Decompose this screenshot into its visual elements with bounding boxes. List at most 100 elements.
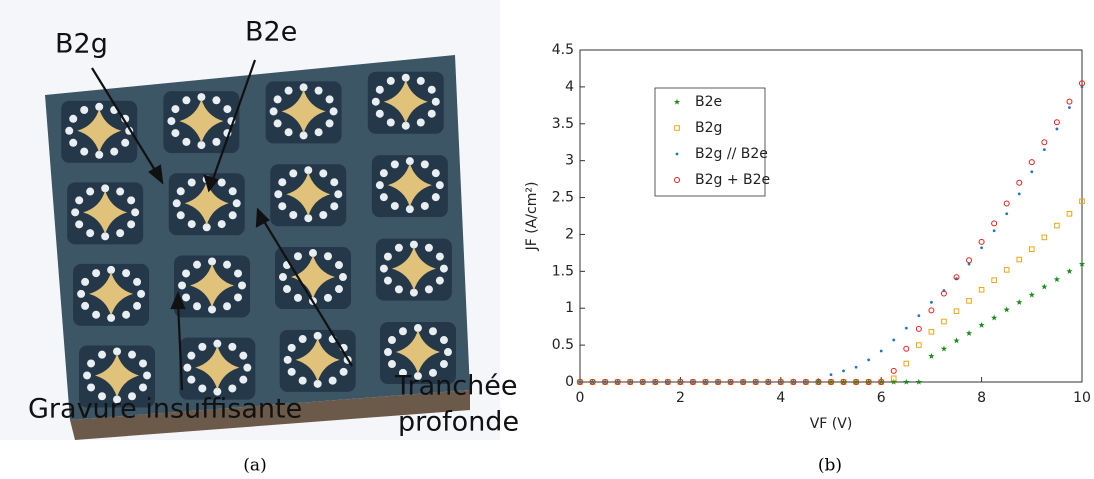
- point: [953, 308, 960, 314]
- point: [903, 345, 910, 352]
- point: [664, 379, 671, 385]
- pad-dot: [319, 169, 328, 178]
- pad-dot: [107, 313, 116, 322]
- x-axis-label: VF (V): [810, 416, 853, 432]
- label-etch: Gravure insuffisante: [28, 394, 302, 425]
- pad-dot: [75, 220, 84, 229]
- point: [890, 378, 897, 385]
- pad-dot: [202, 223, 211, 232]
- point: [980, 246, 983, 250]
- pad-dot: [313, 331, 322, 340]
- pad-dot: [101, 184, 110, 193]
- pad-dot: [98, 392, 107, 401]
- point: [815, 379, 822, 385]
- point: [577, 379, 583, 385]
- x-tick-label: 10: [1073, 390, 1091, 406]
- pad-dot: [239, 375, 248, 384]
- point: [953, 274, 960, 281]
- pad-dot: [431, 97, 440, 106]
- legend-box: [654, 87, 766, 197]
- pad-dot: [71, 208, 80, 217]
- pad-dot: [439, 264, 448, 273]
- pad-dot: [431, 193, 440, 202]
- point: [715, 379, 722, 385]
- pad-dot: [171, 105, 180, 114]
- point: [727, 379, 734, 385]
- pad-dot: [443, 348, 452, 357]
- pad-contact: [383, 79, 428, 124]
- point: [941, 318, 947, 325]
- pad-dot: [198, 342, 207, 351]
- pad-dot: [435, 181, 444, 190]
- point: [865, 378, 872, 385]
- pad-dot: [427, 85, 436, 94]
- pad-dot: [278, 273, 287, 282]
- pad-dot: [133, 301, 142, 310]
- pad-dot: [167, 117, 176, 126]
- pad-dot: [289, 169, 298, 178]
- point: [967, 262, 971, 266]
- point: [777, 379, 784, 385]
- point: [842, 369, 845, 373]
- pad-dot: [101, 232, 110, 241]
- y-tick-label: 3: [565, 153, 574, 169]
- pad-dot: [420, 201, 429, 210]
- pad-dot: [80, 105, 89, 114]
- point: [1055, 127, 1059, 131]
- point: [1005, 212, 1009, 216]
- pad-dot: [121, 138, 130, 147]
- pad-contact: [83, 190, 128, 235]
- point: [815, 378, 822, 385]
- pad-dot: [228, 187, 237, 196]
- point: [1028, 159, 1035, 166]
- point: [603, 380, 607, 384]
- pad-dot: [110, 147, 119, 156]
- point: [840, 379, 847, 385]
- pad-dot: [127, 196, 136, 205]
- pad-dot: [139, 383, 148, 392]
- point: [966, 298, 972, 304]
- pad-dot: [198, 384, 207, 393]
- pad-dot: [323, 252, 332, 261]
- point: [978, 286, 985, 293]
- pad-dot: [127, 220, 136, 229]
- pad-dot: [435, 276, 444, 285]
- pad-dot: [269, 107, 278, 116]
- pad-dot: [193, 302, 202, 311]
- point: [991, 314, 998, 321]
- point: [928, 352, 935, 359]
- pad-dot: [416, 76, 425, 85]
- pad-dot: [313, 379, 322, 388]
- point: [852, 378, 860, 385]
- pad-dot: [293, 293, 302, 302]
- pad-dot: [409, 288, 418, 297]
- point: [616, 380, 620, 384]
- pad-dot: [208, 305, 217, 314]
- pad-dot: [424, 285, 433, 294]
- pad-dot: [379, 169, 388, 178]
- point: [904, 326, 908, 330]
- caption: (b): [818, 456, 842, 476]
- pad-contact: [190, 263, 235, 308]
- pad-dot: [113, 395, 122, 404]
- point: [903, 360, 910, 367]
- pad-dot: [328, 376, 337, 385]
- pad-dot: [394, 285, 403, 294]
- pad-dot: [299, 131, 308, 140]
- legend-label: B2g // B2e: [695, 146, 768, 162]
- pad-dot: [413, 324, 422, 333]
- pad-dot: [83, 371, 92, 380]
- point: [1016, 299, 1023, 305]
- pad-dot: [387, 336, 396, 345]
- pad-dot: [128, 350, 137, 359]
- pad-dot: [409, 240, 418, 249]
- point: [790, 379, 797, 385]
- point: [953, 337, 960, 344]
- pad-dot: [401, 121, 410, 130]
- pad-dot: [375, 109, 384, 118]
- point: [1080, 85, 1084, 89]
- pad-dot: [284, 128, 293, 137]
- pad-dot: [69, 138, 78, 147]
- point: [752, 379, 759, 385]
- pad-dot: [431, 169, 440, 178]
